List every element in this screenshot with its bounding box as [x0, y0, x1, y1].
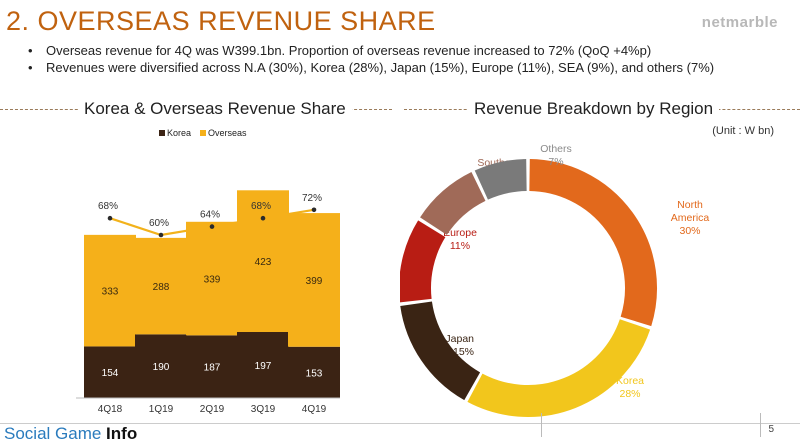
share-point	[158, 232, 164, 238]
x-tick-label: 3Q19	[251, 404, 276, 415]
slice-name-label: North	[677, 199, 703, 211]
slice-pct-label: 30%	[679, 225, 700, 237]
slice-pct-label: 11%	[450, 240, 470, 252]
slice-name-label: Europe	[443, 227, 477, 239]
data-label-korea: 187	[204, 363, 221, 374]
slice-name-label: Others	[540, 143, 572, 155]
footer-divider	[0, 423, 800, 424]
footer-tick	[760, 413, 761, 437]
x-tick-label: 4Q18	[98, 404, 123, 415]
donut-slice	[400, 220, 446, 303]
unit-label: (Unit : W bn)	[712, 125, 774, 137]
x-tick-label: 2Q19	[200, 404, 225, 415]
slice-pct-label: 7%	[548, 156, 563, 168]
slice-name-label: America	[671, 212, 710, 224]
slice-name-label: Japan	[445, 333, 474, 345]
legend-swatch-overseas	[200, 130, 206, 136]
donut-slice	[400, 300, 481, 401]
share-label: 72%	[302, 193, 322, 204]
share-point	[260, 215, 266, 221]
slice-pct-label: 15%	[453, 346, 474, 358]
share-label: 68%	[251, 201, 271, 212]
data-label-overseas: 423	[255, 257, 272, 268]
data-label-overseas: 399	[306, 276, 323, 287]
share-label: 64%	[200, 210, 220, 221]
bar-korea	[135, 334, 187, 398]
bar-overseas	[84, 234, 136, 347]
data-label-korea: 197	[255, 361, 272, 372]
x-tick-label: 1Q19	[149, 404, 174, 415]
bullet-item: Revenues were diversified across N.A (30…	[28, 59, 714, 76]
page-number: 5	[768, 424, 774, 435]
right-chart-title: Revenue Breakdown by Region	[468, 99, 720, 119]
slice-pct-label: 28%	[619, 388, 640, 400]
bar-overseas	[237, 190, 289, 333]
data-label-overseas: 339	[204, 275, 221, 286]
data-label-overseas: 288	[153, 282, 170, 293]
bar-overseas	[186, 221, 238, 336]
legend-swatch-korea	[159, 130, 165, 136]
share-point	[311, 207, 317, 213]
data-label-korea: 153	[306, 368, 323, 379]
bar-korea	[186, 335, 238, 398]
donut-slice	[474, 159, 528, 200]
donut-slice	[467, 318, 651, 417]
legend-label-overseas: Overseas	[208, 128, 247, 138]
watermark: Social Game Info	[4, 424, 138, 443]
bar-korea	[84, 346, 136, 398]
legend-label-korea: Korea	[167, 128, 191, 138]
slice-name-label: Korea	[616, 375, 644, 387]
brand-logo: netmarble	[701, 14, 778, 31]
chart-legend: Korea Overseas	[159, 128, 247, 138]
bar-line-chart: Korea Overseas 154 333 4Q18 68% 190 288 1Q19 60% 1…	[76, 128, 340, 415]
share-point	[107, 215, 113, 221]
bullet-item: Overseas revenue for 4Q was W399.1bn. Pr…	[28, 42, 714, 59]
data-label-korea: 190	[153, 362, 170, 373]
share-point	[209, 224, 215, 229]
share-label: 60%	[149, 218, 169, 229]
x-tick-label: 4Q19	[302, 404, 327, 415]
donut-slice	[420, 172, 486, 236]
bar-overseas	[288, 213, 340, 347]
footer-tick	[541, 413, 542, 437]
donut-slice	[528, 159, 657, 327]
data-label-korea: 154	[102, 368, 119, 379]
summary-bullets: Overseas revenue for 4Q was W399.1bn. Pr…	[28, 42, 714, 76]
left-chart-title: Korea & Overseas Revenue Share	[78, 99, 352, 119]
bar-korea	[288, 346, 340, 398]
share-label: 68%	[98, 201, 118, 212]
data-label-overseas: 333	[102, 287, 119, 298]
bar-overseas	[135, 237, 187, 335]
bar-korea	[237, 332, 289, 398]
page-title: 2. OVERSEAS REVENUE SHARE	[6, 6, 436, 36]
